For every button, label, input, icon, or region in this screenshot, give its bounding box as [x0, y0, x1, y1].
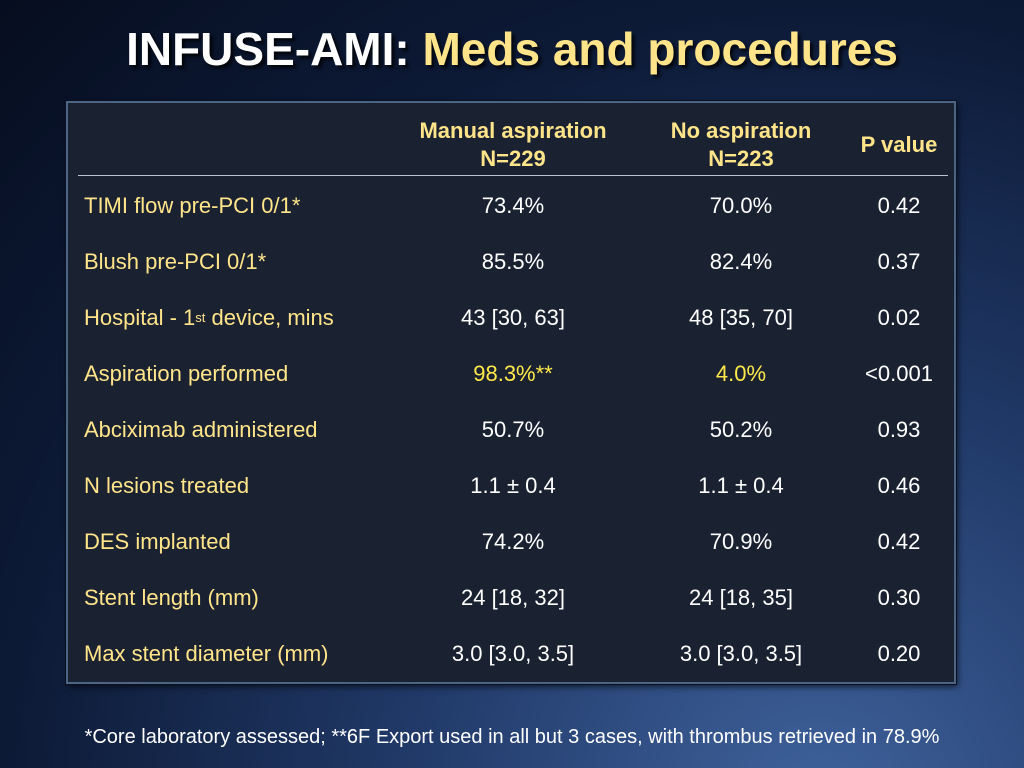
table-row: DES implanted 74.2% 70.9% 0.42: [68, 514, 954, 570]
p-value: 0.93: [877, 417, 921, 442]
p-value: 0.42: [877, 529, 921, 554]
header-none-label: No aspiration: [670, 118, 812, 143]
none-value: 70.9%: [709, 529, 773, 554]
manual-value-highlighted: 98.3%**: [473, 361, 553, 386]
manual-value: 50.7%: [481, 417, 545, 442]
table-row: Abciximab administered 50.7% 50.2% 0.93: [68, 402, 954, 458]
p-value: 0.02: [877, 305, 921, 330]
header-manual-aspiration: Manual aspiration N=229: [398, 115, 628, 175]
table-row: Max stent diameter (mm) 3.0 [3.0, 3.5] 3…: [68, 626, 954, 682]
table-row: Aspiration performed 98.3%** 4.0% <0.001: [68, 346, 954, 402]
header-p-label: P value: [860, 132, 938, 157]
table-row: Blush pre-PCI 0/1* 85.5% 82.4% 0.37: [68, 234, 954, 290]
footnote: *Core laboratory assessed; **6F Export u…: [84, 726, 940, 748]
p-value: 0.42: [877, 193, 921, 218]
none-value: 82.4%: [709, 249, 773, 274]
row-label: Aspiration performed: [84, 361, 289, 386]
row-label: TIMI flow pre-PCI 0/1*: [84, 193, 301, 218]
row-label-text: Hospital - 1: [84, 305, 196, 330]
header-none-n: N=223: [708, 146, 774, 171]
row-label: Max stent diameter (mm): [84, 641, 329, 666]
manual-value: 24 [18, 32]: [461, 585, 565, 610]
none-value: 24 [18, 35]: [689, 585, 793, 610]
table-row: Stent length (mm) 24 [18, 32] 24 [18, 35…: [68, 570, 954, 626]
results-table: Manual aspiration N=229 No aspiration N=…: [66, 101, 956, 684]
p-value: 0.20: [877, 641, 921, 666]
slide-title: INFUSE-AMI: Meds and procedures: [0, 22, 1024, 76]
none-value: 3.0 [3.0, 3.5]: [679, 641, 803, 666]
none-value: 70.0%: [709, 193, 773, 218]
manual-value: 85.5%: [481, 249, 545, 274]
manual-value: 1.1 ± 0.4: [470, 473, 556, 498]
manual-value: 73.4%: [481, 193, 545, 218]
title-study-name: INFUSE-AMI:: [126, 23, 410, 75]
row-label: DES implanted: [84, 529, 231, 554]
table-row: N lesions treated 1.1 ± 0.4 1.1 ± 0.4 0.…: [68, 458, 954, 514]
none-value: 1.1 ± 0.4: [698, 473, 784, 498]
none-value: 50.2%: [709, 417, 773, 442]
p-value: 0.30: [877, 585, 921, 610]
p-value: <0.001: [865, 361, 933, 386]
title-topic: Meds and procedures: [422, 23, 898, 75]
table-header-row: Manual aspiration N=229 No aspiration N=…: [78, 115, 948, 176]
manual-value: 43 [30, 63]: [461, 305, 565, 330]
none-value-highlighted: 4.0%: [715, 361, 767, 386]
header-manual-label: Manual aspiration: [419, 118, 607, 143]
row-label: Stent length (mm): [84, 585, 259, 610]
row-label-text-end: device, mins: [205, 305, 334, 330]
row-label: Blush pre-PCI 0/1*: [84, 249, 267, 274]
table-row: TIMI flow pre-PCI 0/1* 73.4% 70.0% 0.42: [68, 178, 954, 234]
p-value: 0.37: [877, 249, 921, 274]
header-manual-n: N=229: [480, 146, 546, 171]
none-value: 48 [35, 70]: [689, 305, 793, 330]
p-value: 0.46: [877, 473, 921, 498]
header-p-value: P value: [854, 115, 944, 175]
manual-value: 74.2%: [481, 529, 545, 554]
row-label: Abciximab administered: [84, 417, 318, 442]
row-label: N lesions treated: [84, 473, 250, 498]
manual-value: 3.0 [3.0, 3.5]: [451, 641, 575, 666]
header-no-aspiration: No aspiration N=223: [628, 115, 854, 175]
